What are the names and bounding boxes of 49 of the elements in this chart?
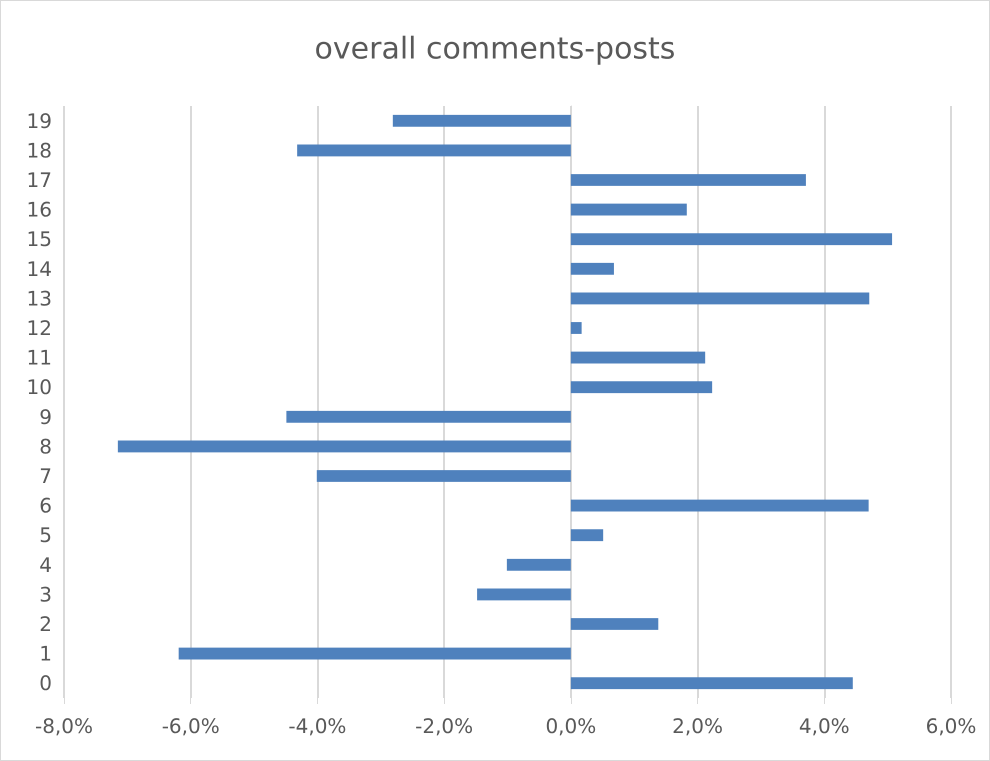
- y-tick-label: 19: [26, 108, 52, 133]
- bar: [570, 292, 870, 304]
- y-tick-label: 2: [39, 612, 52, 636]
- x-tick-label: -2,0%: [415, 714, 474, 738]
- x-tick-label: -4,0%: [288, 714, 346, 738]
- y-tick-label: 11: [26, 346, 52, 370]
- chart-title: overall comments-posts: [314, 32, 676, 66]
- x-tick-label: 0,0%: [545, 714, 596, 738]
- y-tick-label: 1: [39, 642, 52, 666]
- y-tick-label: 4: [39, 552, 52, 577]
- y-tick-label: 5: [39, 523, 52, 548]
- x-tick-label: 4,0%: [798, 714, 850, 738]
- y-tick-label: 3: [39, 582, 52, 606]
- bar: [570, 500, 869, 512]
- y-tick-label: 13: [26, 286, 52, 310]
- bar: [570, 204, 687, 216]
- bar: [570, 322, 582, 334]
- bar: [178, 648, 571, 660]
- bar: [392, 114, 571, 127]
- y-tick-label: 15: [26, 227, 52, 252]
- bar: [477, 588, 571, 600]
- bar: [570, 529, 604, 542]
- bar: [297, 144, 571, 156]
- x-tick-label: -6,0%: [162, 714, 220, 738]
- y-tick-label: 16: [26, 198, 52, 222]
- x-tick-label: -8,0%: [34, 714, 94, 738]
- bar: [570, 352, 706, 364]
- bar: [570, 262, 614, 275]
- y-tick-label: 10: [26, 375, 52, 400]
- x-tick-label: 6,0%: [926, 714, 976, 738]
- bar: [570, 233, 892, 246]
- y-tick-label: 17: [26, 168, 52, 192]
- bar: [506, 558, 571, 571]
- bar: [570, 618, 658, 630]
- bar: [316, 470, 571, 482]
- y-tick-label: 14: [26, 256, 52, 281]
- bar: [286, 410, 571, 423]
- bar: [570, 174, 806, 186]
- bar: [570, 677, 853, 690]
- x-tick-label: 2,0%: [672, 714, 723, 738]
- y-tick-label: 7: [39, 464, 52, 488]
- y-tick-label: 0: [39, 671, 52, 696]
- y-tick-label: 18: [26, 138, 52, 162]
- y-tick-label: 8: [39, 434, 52, 458]
- y-tick-label: 12: [26, 316, 52, 340]
- bar: [118, 440, 571, 452]
- y-tick-label: 9: [39, 404, 52, 429]
- y-tick-label: 6: [39, 494, 52, 518]
- bar: [570, 381, 712, 394]
